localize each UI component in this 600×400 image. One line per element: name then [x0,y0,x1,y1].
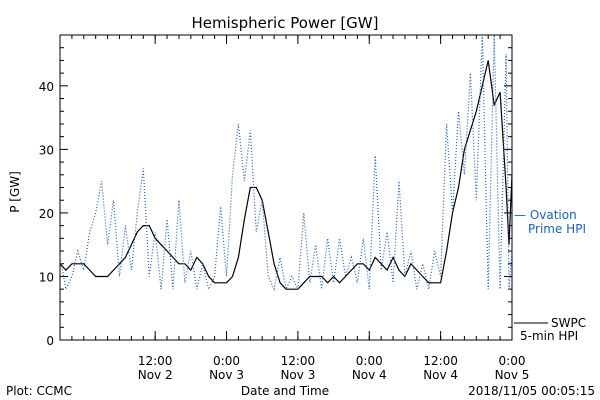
x-tick-date-label: Nov 3 [280,368,315,382]
footer-plot-credit: Plot: CCMC [6,384,72,398]
x-tick-date-label: Nov 2 [138,368,173,382]
footer-timestamp: 2018/11/05 00:05:15 [468,384,595,398]
y-tick-label: 20 [39,207,54,221]
legend-ovation-line2: Prime HPI [528,222,586,236]
x-tick-time-label: 12:00 [138,354,173,368]
legend-swpc-line2: 5-min HPI [520,329,578,343]
y-tick-label: 30 [39,143,54,157]
x-tick-time-label: 0:00 [213,354,240,368]
x-tick-date-label: Nov 4 [423,368,458,382]
x-tick-date-label: Nov 3 [209,368,244,382]
plot-frame [59,34,513,341]
y-tick-label: 10 [39,270,54,284]
x-tick-time-label: 12:00 [423,354,458,368]
series-swpc-line [59,60,513,290]
x-tick-time-label: 12:00 [281,354,316,368]
x-axis-label: Date and Time [241,384,329,398]
x-tick-date-label: Nov 5 [495,368,530,382]
x-tick-date-label: Nov 4 [352,368,387,382]
legend: — Ovation Prime HPI SWPC 5-min HPI [514,208,586,343]
x-tick-time-label: 0:00 [356,354,383,368]
y-tick-label: 0 [46,334,54,348]
y-axis-label: P [GW] [8,171,22,213]
x-tick-time-label: 0:00 [499,354,526,368]
legend-ovation-line1: — Ovation [514,208,577,222]
legend-swpc-line1: SWPC [551,316,586,330]
chart-title: Hemispheric Power [GW] [192,14,379,32]
y-tick-label: 40 [39,80,54,94]
